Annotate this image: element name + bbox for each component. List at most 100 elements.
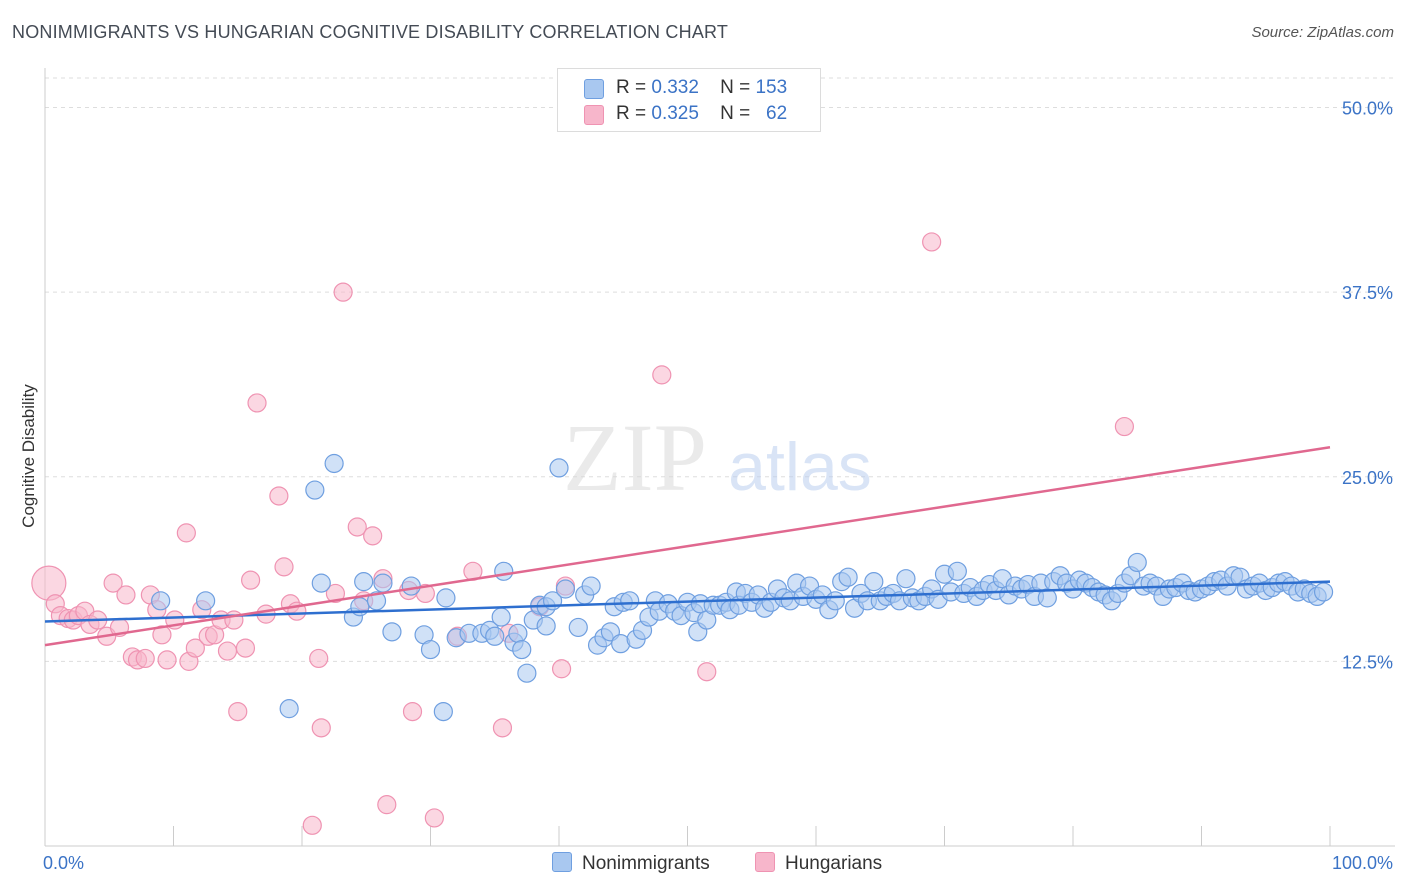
- nonimmigrants-point: [581, 576, 601, 596]
- nonimmigrants-point: [491, 607, 511, 627]
- legend-r-value: 0.325: [651, 103, 699, 124]
- chart-title: NONIMMIGRANTS VS HUNGARIAN COGNITIVE DIS…: [12, 22, 729, 42]
- nonimmigrants-point: [311, 573, 331, 593]
- hungarians-point: [363, 526, 383, 546]
- hungarians-point: [103, 573, 123, 593]
- bottom-legend-hungarians: Hungarians: [755, 852, 882, 875]
- hungarians-point: [228, 701, 248, 722]
- nonimmigrants-point: [568, 617, 588, 638]
- nonimmigrants-point: [549, 458, 569, 478]
- hungarians-point: [185, 638, 205, 658]
- legend-n-label: N =: [720, 77, 751, 98]
- nonimmigrants-point: [373, 573, 393, 593]
- hungarians-point: [333, 282, 353, 302]
- bottom-legend-nonimmigrants: Nonimmigrants: [552, 852, 710, 875]
- y-tick-label: 25.0%: [1342, 468, 1393, 488]
- nonimmigrants-point: [896, 569, 916, 589]
- hungarians-point: [157, 650, 177, 670]
- nonimmigrants-point: [433, 701, 453, 722]
- hungarians-point: [152, 625, 172, 645]
- nonimmigrants-point: [354, 572, 374, 592]
- y-tick-label: 50.0%: [1342, 99, 1393, 119]
- legend-n-value: 62: [766, 103, 788, 124]
- nonimmigrants-point: [420, 639, 441, 660]
- hungarians-point: [116, 585, 136, 605]
- nonimmigrants-point: [305, 480, 325, 500]
- nonimmigrants-point: [517, 663, 537, 683]
- legend-r-label: R =: [616, 77, 647, 98]
- watermark-zip: ZIP: [563, 404, 707, 511]
- nonimmigrants-point: [485, 626, 505, 646]
- bottom-legend-swatch: [755, 852, 775, 872]
- hungarians-point: [377, 795, 397, 815]
- nonimmigrants-point: [151, 591, 171, 611]
- source-label: Source: ZipAtlas.com: [1251, 24, 1394, 41]
- nonimmigrants-point: [324, 453, 344, 474]
- nonimmigrants-point: [1037, 588, 1057, 608]
- legend-n-label: N =: [720, 103, 751, 124]
- hungarians-point: [492, 718, 513, 738]
- bottom-legend-label: Hungarians: [785, 853, 883, 874]
- y-tick-label: 12.5%: [1342, 652, 1393, 672]
- nonimmigrants-point: [436, 588, 456, 608]
- nonimmigrants-point: [508, 623, 528, 643]
- legend-swatch-nonimmigrants: [584, 79, 604, 99]
- hungarians-point: [424, 808, 444, 828]
- hungarians-point: [247, 393, 267, 413]
- nonimmigrants-point: [401, 576, 421, 596]
- hungarians-point: [551, 659, 572, 679]
- nonimmigrants-point: [382, 622, 402, 642]
- nonimmigrants-point: [536, 616, 556, 636]
- nonimmigrants-point: [1313, 582, 1334, 602]
- nonimmigrants-point: [512, 639, 532, 660]
- legend-text: R = 0.332 N = 153: [616, 77, 787, 99]
- hungarians-point: [347, 517, 367, 537]
- hungarians-point: [922, 232, 942, 252]
- hungarians-point: [217, 641, 238, 661]
- legend-n-value: 153: [755, 77, 788, 98]
- nonimmigrants-point: [864, 572, 884, 592]
- nonimmigrants-point: [620, 591, 640, 611]
- hungarians-point: [311, 718, 331, 738]
- hungarians-point: [652, 365, 672, 385]
- bottom-legend-label: Nonimmigrants: [582, 853, 710, 874]
- hungarians-point: [235, 638, 256, 658]
- axes: [44, 68, 1395, 847]
- legend-text: R = 0.325 N = 62: [616, 103, 787, 125]
- hungarians-point: [31, 565, 67, 601]
- legend-swatch-hungarians: [584, 105, 604, 125]
- hungarians-point: [309, 648, 329, 669]
- x-tick-label: 100.0%: [1332, 853, 1393, 873]
- hungarians-point: [241, 570, 261, 590]
- correlation-legend: R = 0.332 N = 153 R = 0.325 N = 62: [557, 68, 821, 132]
- y-tick-label: 37.5%: [1342, 283, 1393, 303]
- hungarians-points: [31, 232, 1135, 835]
- legend-r-value: 0.332: [651, 77, 699, 98]
- hungarians-point: [224, 610, 244, 630]
- hungarians-point: [269, 486, 289, 506]
- nonimmigrants-point: [838, 567, 858, 587]
- hungarians-point: [176, 523, 196, 543]
- nonimmigrants-point: [279, 699, 299, 719]
- x-tick-label: 0.0%: [43, 853, 84, 873]
- trend-lines: [44, 445, 1331, 647]
- nonimmigrants-trend-line: [44, 580, 1331, 623]
- nonimmigrants-point: [825, 591, 845, 611]
- watermark-atlas: atlas: [728, 429, 872, 505]
- nonimmigrants-point: [366, 591, 387, 611]
- hungarians-point: [325, 583, 346, 604]
- hungarians-point: [1114, 416, 1135, 437]
- tick-labels: 12.5% 25.0% 37.5% 50.0% 0.0% 100.0% Cognitive …: [19, 99, 1393, 873]
- nonimmigrants-point: [1127, 552, 1147, 573]
- nonimmigrants-point: [196, 591, 216, 611]
- bottom-legend-swatch: [552, 852, 572, 872]
- nonimmigrants-point: [947, 561, 967, 581]
- hungarians-point: [302, 815, 322, 835]
- hungarians-point: [697, 662, 717, 682]
- hungarians-trend-line: [44, 445, 1331, 647]
- hungarians-point: [135, 648, 155, 669]
- y-axis-label: Cognitive Disability: [19, 384, 38, 528]
- hungarians-point: [274, 557, 294, 577]
- watermark: ZIP atlas: [563, 404, 872, 511]
